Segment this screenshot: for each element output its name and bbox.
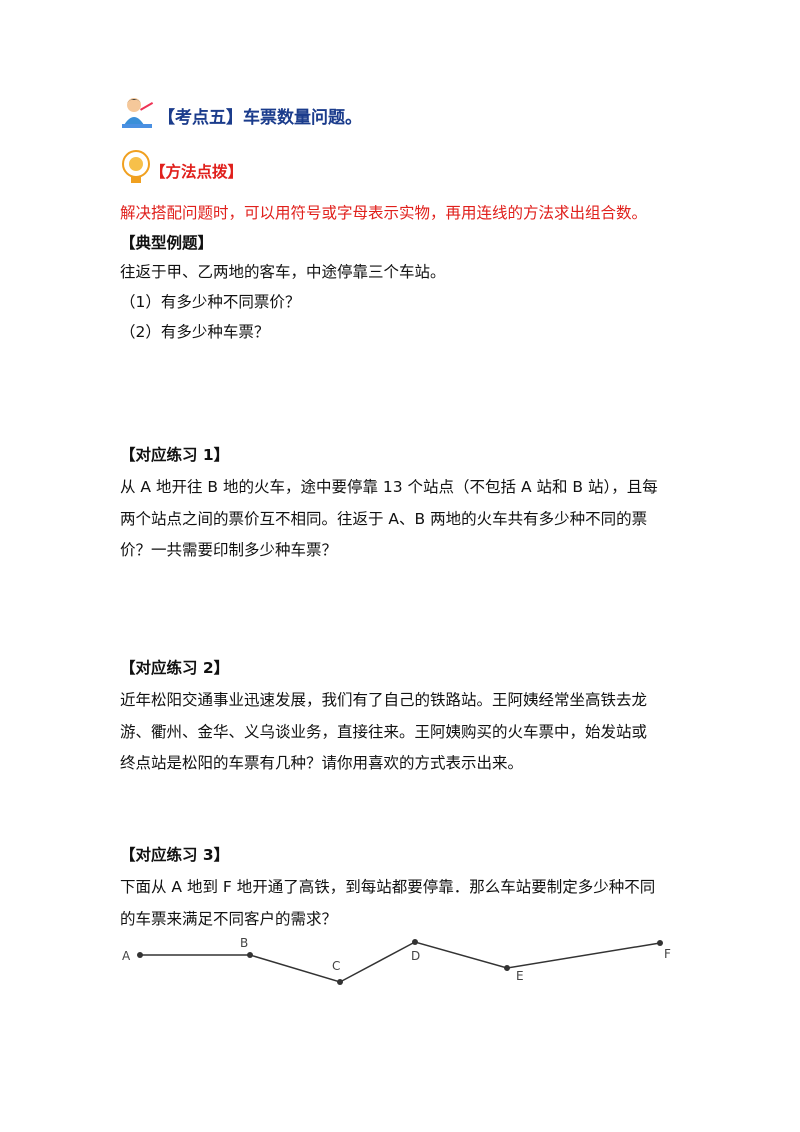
practice-title: 【对应练习 1】 xyxy=(120,446,230,464)
practice-title: 【对应练习 2】 xyxy=(120,659,230,677)
station-label: E xyxy=(516,969,524,983)
method-title: 【方法点拨】 xyxy=(150,163,244,181)
example-line: （1）有多少种不同票价？ xyxy=(120,293,301,311)
example-line: （2）有多少种车票？ xyxy=(120,323,270,341)
practice-line: 从 A 地开往 B 地的火车，途中要停靠 13 个站点（不包括 A 站和 B 站… xyxy=(120,478,658,496)
section-title: 【考点五】车票数量问题。 xyxy=(158,108,362,128)
station-label: B xyxy=(240,936,248,950)
station-label: A xyxy=(122,949,131,963)
bulb-icon xyxy=(122,150,150,183)
practice-line: 两个站点之间的票价互不相同。往返于 A、B 两地的火车共有多少种不同的票 xyxy=(120,509,648,528)
station-label: F xyxy=(664,947,671,961)
practice-line: 终点站是松阳的车票有几种？请你用喜欢的方式表示出来。 xyxy=(120,754,524,772)
method-text: 解决搭配问题时，可以用符号或字母表示实物，再用连线的方法求出组合数。 xyxy=(120,204,648,222)
practice-line: 价？一共需要印制多少种车票？ xyxy=(120,541,338,559)
practice-line: 下面从 A 地到 F 地开通了高铁，到每站都要停靠．那么车站要制定多少种不同 xyxy=(120,878,656,896)
practice-line: 的车票来满足不同客户的需求？ xyxy=(120,909,338,928)
practice-title: 【对应练习 3】 xyxy=(120,846,230,864)
route-diagram: A B C D E F xyxy=(122,936,671,985)
practice-line: 近年松阳交通事业迅速发展，我们有了自己的铁路站。王阿姨经常坐高铁去龙 xyxy=(120,691,648,709)
example-line: 往返于甲、乙两地的客车，中途停靠三个车站。 xyxy=(120,263,446,281)
station-label: C xyxy=(332,959,340,973)
teacher-icon xyxy=(122,98,154,128)
example-title: 【典型例题】 xyxy=(120,234,214,252)
station-label: D xyxy=(411,949,420,963)
practice-line: 游、衢州、金华、义乌谈业务，直接往来。王阿姨购买的火车票中，始发站或 xyxy=(120,722,648,741)
